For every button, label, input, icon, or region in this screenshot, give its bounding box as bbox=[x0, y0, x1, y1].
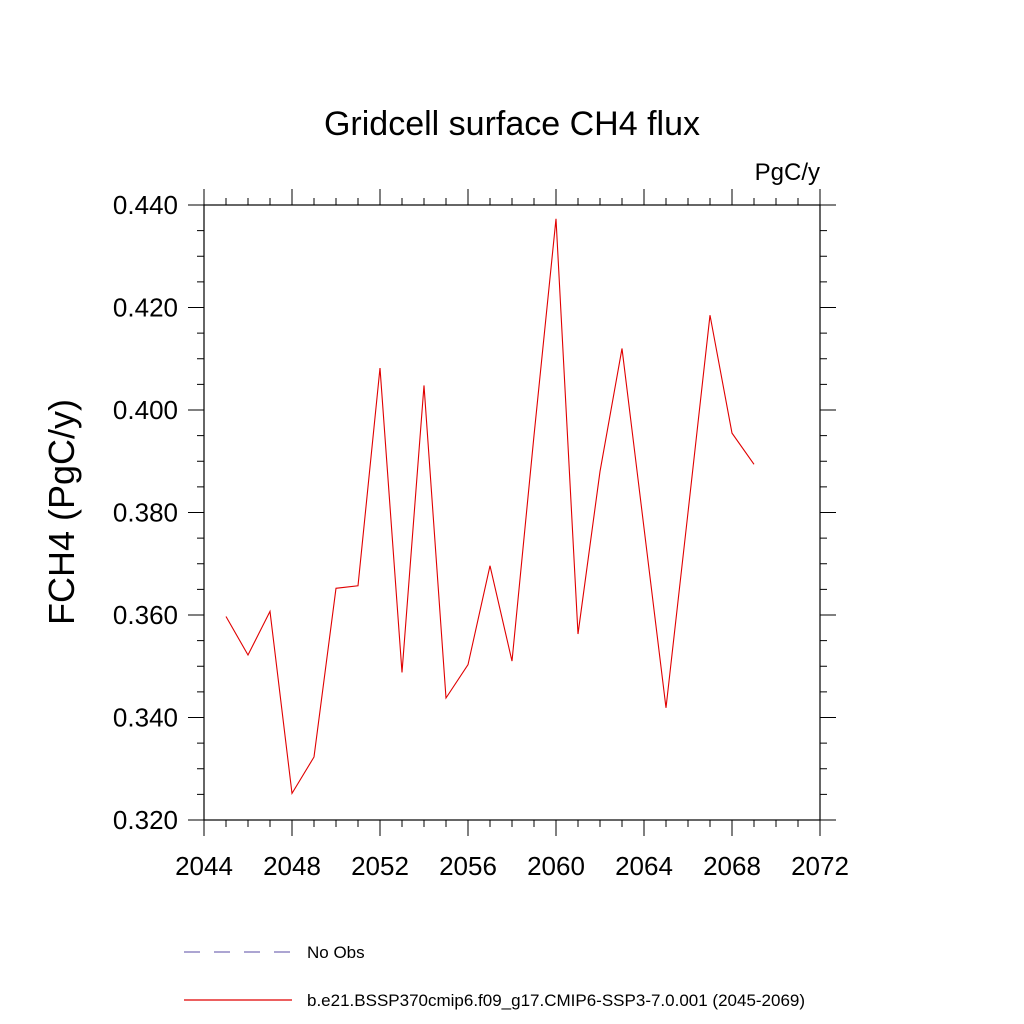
legend-label-model-run: b.e21.BSSP370cmip6.f09_g17.CMIP6-SSP3-7.… bbox=[307, 991, 805, 1010]
y-tick-label: 0.320 bbox=[113, 805, 178, 835]
units-label: PgC/y bbox=[755, 159, 820, 186]
series-line bbox=[225, 218, 755, 796]
x-tick-label: 2048 bbox=[263, 851, 321, 881]
chart-title: Gridcell surface CH4 flux bbox=[324, 105, 700, 143]
legend: No Obs b.e21.BSSP370cmip6.f09_g17.CMIP6-… bbox=[184, 943, 805, 1010]
x-tick-label: 2064 bbox=[615, 851, 673, 881]
series-layer bbox=[225, 218, 755, 796]
x-tick-label: 2044 bbox=[175, 851, 233, 881]
y-tick-label: 0.400 bbox=[113, 395, 178, 425]
x-tick-label: 2068 bbox=[703, 851, 761, 881]
y-tick-label: 0.380 bbox=[113, 498, 178, 528]
tick-labels: 2044 2048 2052 2056 2060 2064 2068 2072 0.320 0.3… bbox=[113, 190, 849, 881]
x-tick-label: 2060 bbox=[527, 851, 585, 881]
axis-ticks bbox=[188, 189, 836, 836]
y-tick-label: 0.360 bbox=[113, 600, 178, 630]
y-tick-label: 0.340 bbox=[113, 703, 178, 733]
y-tick-label: 0.440 bbox=[113, 190, 178, 220]
y-tick-label: 0.420 bbox=[113, 293, 178, 323]
y-axis-label: FCH4 (PgC/y) bbox=[41, 399, 82, 625]
x-tick-label: 2052 bbox=[351, 851, 409, 881]
legend-label-no-obs: No Obs bbox=[307, 943, 365, 962]
x-tick-label: 2056 bbox=[439, 851, 497, 881]
plot-frame bbox=[203, 204, 821, 821]
x-tick-label: 2072 bbox=[791, 851, 849, 881]
